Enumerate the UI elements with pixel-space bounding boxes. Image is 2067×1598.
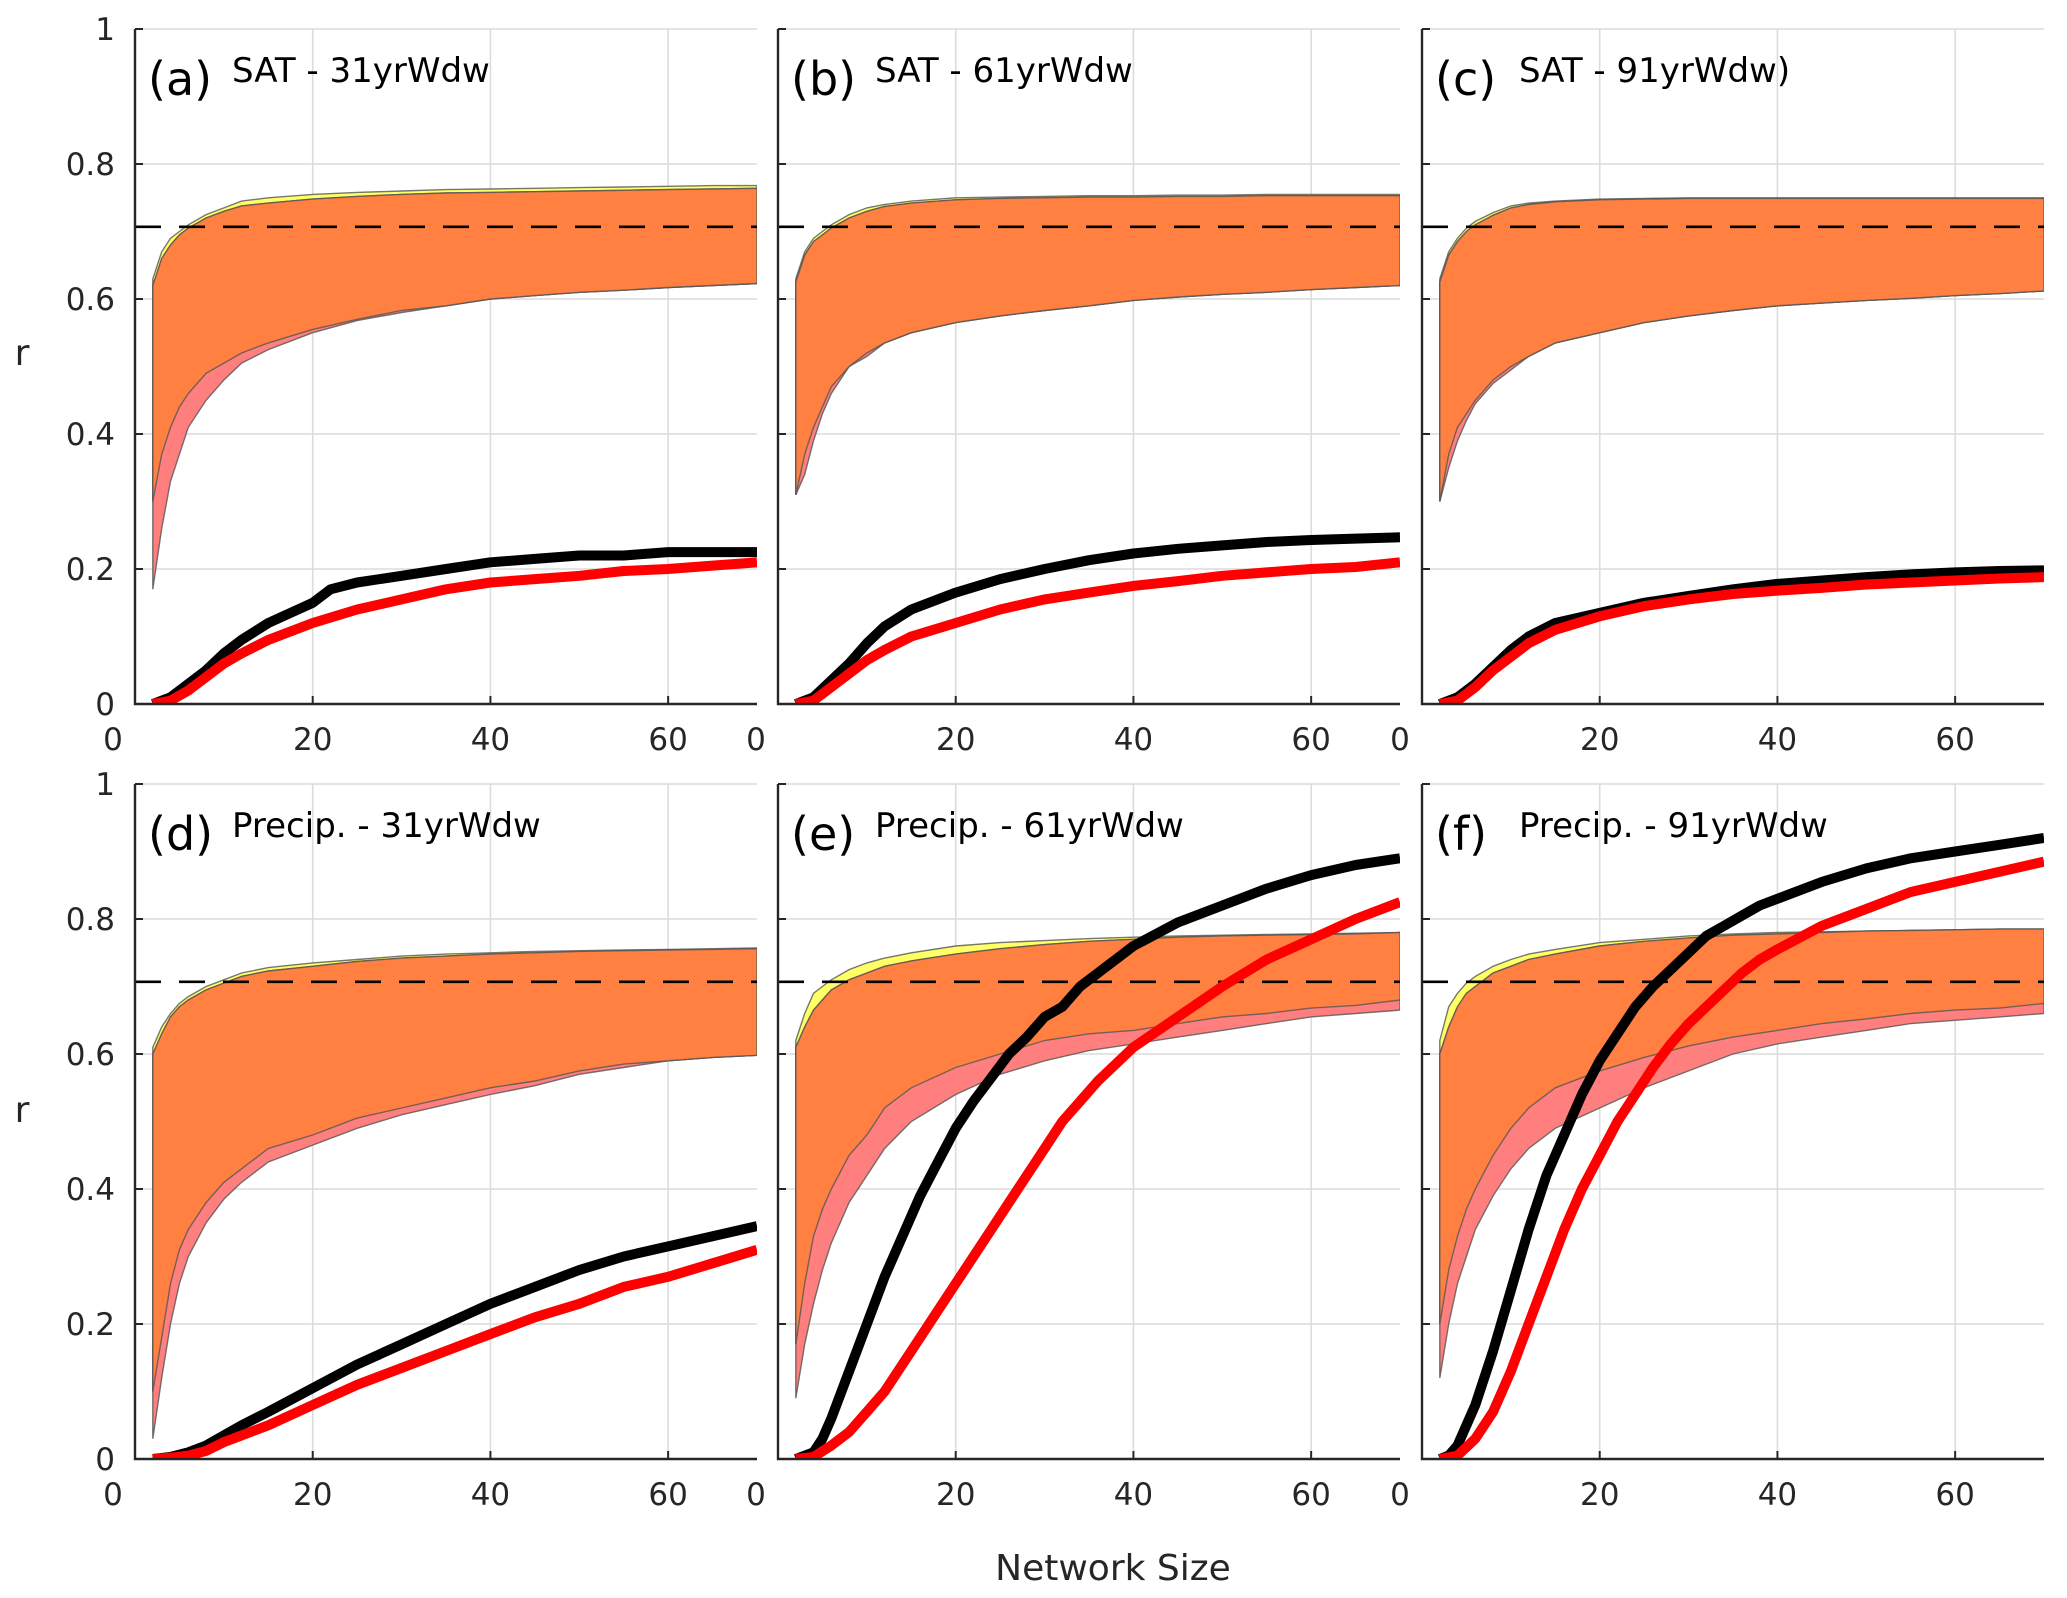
y-tick-label: 0.4	[66, 417, 115, 453]
band-overlap	[1439, 197, 2044, 502]
x-tick-label: 0	[103, 722, 123, 758]
plot-area	[135, 184, 757, 704]
x-tick-label: 20	[936, 1477, 975, 1513]
plot-area	[778, 853, 1400, 1459]
x-axis-label: Network Size	[995, 1548, 1231, 1589]
series-line-red	[1438, 572, 2044, 704]
plot-area	[135, 947, 757, 1459]
panel-letter: (d)	[148, 807, 213, 861]
x-tick-label: 20	[1580, 722, 1619, 758]
x-tick-label: 0	[746, 722, 766, 758]
x-tick-label: 60	[1935, 1477, 1974, 1513]
axis-frame	[776, 29, 1400, 706]
x-tick-label: 40	[1758, 722, 1797, 758]
x-tick-label: 40	[1758, 1477, 1797, 1513]
panel-title: SAT - 61yrWdw	[875, 51, 1133, 91]
panel-title: SAT - 31yrWdw	[232, 51, 490, 91]
panel-b: 0 20 40 60 (b) SAT - 61yrWdw	[746, 28, 1400, 758]
y-axis-label-top: r	[15, 333, 30, 374]
y-axis-label-bottom: r	[15, 1090, 30, 1131]
x-tick-label: 0	[1390, 722, 1410, 758]
band-overlap	[152, 187, 757, 502]
panel-letter: (c)	[1435, 52, 1496, 106]
panel-title: Precip. - 31yrWdw	[232, 806, 541, 846]
panel-c: 0 20 40 60 (c) SAT - 91yrWdw)	[1390, 28, 2044, 758]
y-tick-label: 0.8	[66, 147, 115, 183]
x-tick-label: 20	[293, 722, 332, 758]
series-line-red	[151, 557, 757, 704]
panel-letter: (e)	[791, 807, 855, 861]
series-line-red	[795, 897, 1400, 1459]
band-overlap	[1439, 928, 2044, 1325]
panel-a: 0 20 40 60 0 0.2 0.4 0.6 0.8 1 (a) SAT - 31yrWdw	[66, 12, 757, 758]
series-line-red	[152, 1245, 757, 1459]
band-overlap	[795, 931, 1400, 1345]
panel-title: Precip. - 61yrWdw	[875, 806, 1184, 846]
y-tick-label: 0.6	[66, 1037, 115, 1073]
series-line-red	[1438, 856, 2044, 1459]
x-tick-label: 60	[648, 722, 687, 758]
x-tick-label: 40	[1114, 722, 1153, 758]
y-tick-label: 0.8	[66, 902, 115, 938]
panel-title: SAT - 91yrWdw)	[1519, 51, 1790, 91]
x-tick-label: 60	[1935, 722, 1974, 758]
x-tick-label: 20	[1580, 1477, 1619, 1513]
plot-area	[1422, 833, 2044, 1459]
x-tick-label: 60	[648, 1477, 687, 1513]
band-overlap	[795, 195, 1400, 495]
panel-letter: (a)	[148, 52, 212, 106]
x-tick-label: 0	[746, 1477, 766, 1513]
series-line-red	[794, 557, 1400, 704]
series-line-black	[1438, 833, 2044, 1459]
band-overlap	[152, 947, 757, 1392]
series-line-black	[151, 547, 757, 704]
panel-f: 0 20 40 60 (f) Precip. - 91yrWdw	[1390, 783, 2044, 1513]
panels-group: 0 20 40 60 0 0.2 0.4 0.6 0.8 1 (a) SAT - 31yrWdw 0 20…	[66, 12, 2044, 1513]
panel-letter: (b)	[791, 52, 856, 106]
y-tick-label: 0	[95, 687, 115, 723]
x-tick-label: 40	[471, 1477, 510, 1513]
y-tick-label: 0.4	[66, 1172, 115, 1208]
series-line-black	[794, 853, 1400, 1459]
y-tick-label: 0.2	[66, 1307, 115, 1343]
plot-area	[778, 193, 1400, 704]
series-line-black	[794, 532, 1400, 704]
x-tick-label: 0	[1390, 1477, 1410, 1513]
y-tick-label: 0	[95, 1442, 115, 1478]
panel-letter: (f)	[1435, 807, 1487, 861]
x-tick-label: 60	[1291, 722, 1330, 758]
y-tick-label: 1	[95, 12, 115, 48]
x-tick-label: 40	[1114, 1477, 1153, 1513]
x-tick-label: 20	[293, 1477, 332, 1513]
x-tick-label: 40	[471, 722, 510, 758]
y-tick-label: 0.2	[66, 552, 115, 588]
plot-area	[1422, 197, 2044, 704]
y-tick-label: 0.6	[66, 282, 115, 318]
x-tick-label: 60	[1291, 1477, 1330, 1513]
panel-title: Precip. - 91yrWdw	[1519, 806, 1828, 846]
y-tick-label: 1	[95, 767, 115, 803]
x-tick-label: 0	[103, 1477, 123, 1513]
panel-d: 0 20 40 60 0 0.2 0.4 0.6 0.8 1 (d) Precip. - 31yrWd…	[66, 767, 757, 1513]
panel-e: 0 20 40 60 (e) Precip. - 61yrWdw	[746, 783, 1400, 1513]
x-tick-label: 20	[936, 722, 975, 758]
